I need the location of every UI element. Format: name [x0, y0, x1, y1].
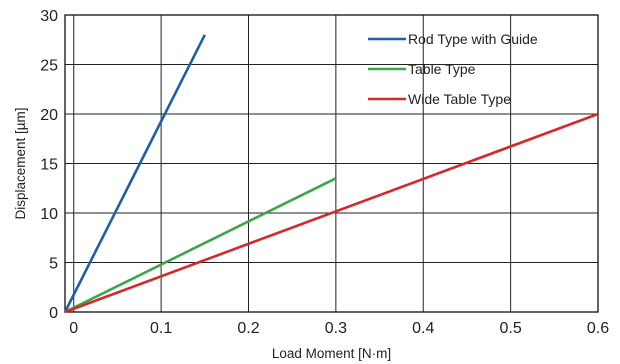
- legend-label-1: Table Type: [408, 61, 476, 77]
- grid-lines: [65, 14, 599, 313]
- y-tick-label: 5: [49, 256, 58, 273]
- legend: Rod Type with Guide Table Type Wide Table …: [368, 31, 538, 107]
- plot-frame: [64, 14, 599, 313]
- x-tick-labels: 0 0.1 0.2 0.3 0.4 0.5 0.6: [69, 320, 609, 337]
- series-line-2: [64, 112, 599, 314]
- series-group: [63, 34, 599, 314]
- x-tick-label: 0.6: [587, 320, 609, 337]
- x-axis-label: Load Moment [N·m]: [272, 346, 391, 361]
- x-tick-label: 0.5: [499, 320, 521, 337]
- y-tick-labels: 0 5 10 15 20 25 30: [40, 8, 58, 322]
- x-tick-label: 0.1: [150, 320, 172, 337]
- y-tick-label: 30: [40, 8, 58, 25]
- series-line-1: [64, 177, 337, 314]
- y-axis-label: Displacement [µm]: [13, 107, 28, 219]
- x-tick-label: 0.2: [237, 320, 259, 337]
- y-tick-label: 15: [40, 157, 58, 174]
- y-tick-label: 0: [49, 305, 58, 322]
- legend-label-0: Rod Type with Guide: [408, 31, 538, 47]
- x-tick-label: 0.3: [325, 320, 347, 337]
- x-tick-label: 0.4: [412, 320, 434, 337]
- x-tick-label: 0: [69, 320, 78, 337]
- y-tick-label: 20: [40, 107, 58, 124]
- series-line-0: [63, 34, 206, 313]
- y-tick-label: 25: [40, 58, 58, 75]
- y-tick-label: 10: [40, 206, 58, 223]
- legend-label-2: Wide Table Type: [408, 91, 511, 107]
